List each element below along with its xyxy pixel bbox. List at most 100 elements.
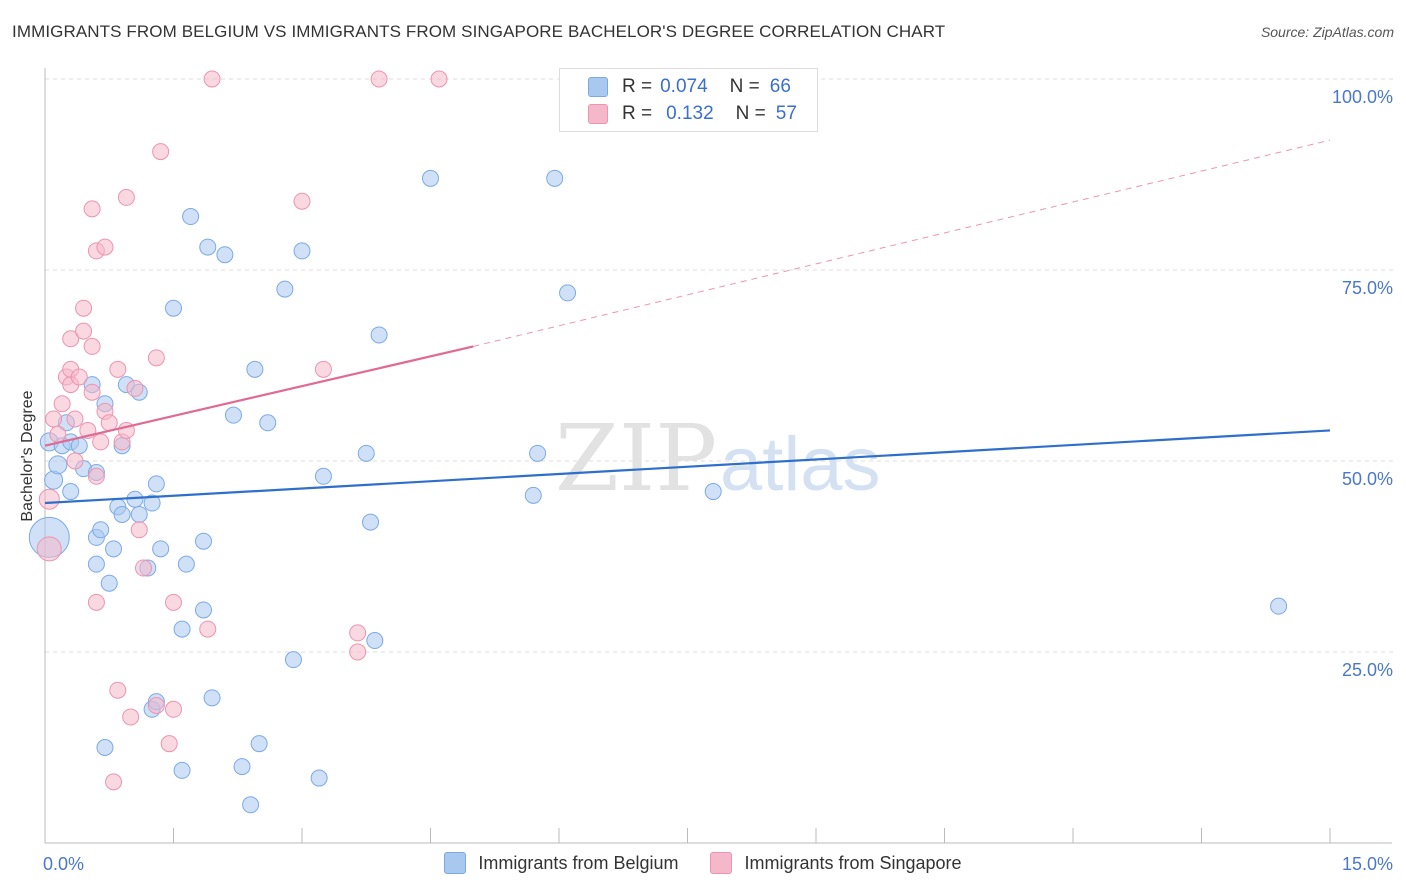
legend-item-belgium[interactable]: Immigrants from Belgium: [444, 852, 678, 874]
singapore-point: [83, 383, 101, 401]
singapore-point: [203, 70, 221, 88]
legend-label: Immigrants from Singapore: [744, 852, 962, 873]
belgium-point: [314, 467, 332, 485]
belgium-point: [546, 169, 564, 187]
belgium-point: [529, 444, 547, 462]
singapore-point: [38, 488, 60, 510]
belgium-point: [194, 601, 212, 619]
singapore-point: [370, 70, 388, 88]
belgium-point: [259, 414, 277, 432]
stats-legend: R = 0.074 N = 66 R = 0.132 N = 57: [559, 68, 818, 132]
n-value: 66: [769, 76, 791, 97]
belgium-swatch: [444, 852, 467, 874]
belgium-point: [87, 555, 105, 573]
series-legend: Immigrants from Belgium Immigrants from …: [0, 852, 1406, 874]
legend-item-singapore[interactable]: Immigrants from Singapore: [710, 852, 962, 874]
belgium-point: [559, 284, 577, 302]
belgium-point: [165, 299, 182, 317]
singapore-point: [147, 696, 165, 714]
belgium-point: [366, 632, 384, 650]
stats-row-belgium: R = 0.074 N = 66: [588, 75, 791, 99]
belgium-swatch: [588, 77, 608, 97]
trend-lines: [44, 139, 1331, 505]
singapore-point: [130, 521, 148, 539]
singapore-point: [66, 410, 84, 428]
singapore-point: [83, 200, 101, 218]
belgium-point: [524, 486, 542, 504]
belgium-point: [362, 513, 380, 531]
belgium-point: [250, 735, 268, 753]
belgium-point: [173, 620, 191, 638]
belgium-point: [177, 555, 195, 573]
belgium-point: [370, 326, 388, 344]
singapore-point: [96, 238, 114, 256]
r-value: 0.074: [660, 76, 708, 97]
singapore-point: [122, 708, 140, 726]
singapore-point: [109, 360, 127, 378]
belgium-point: [216, 246, 234, 264]
singapore-point: [92, 433, 110, 451]
singapore-point: [293, 192, 311, 210]
belgium-point: [242, 796, 260, 814]
singapore-point: [70, 368, 88, 386]
stats-row-singapore: R = 0.132 N = 57: [588, 102, 797, 126]
singapore-point: [117, 188, 135, 206]
belgium-point: [704, 483, 722, 501]
y-tick-label: 50.0%: [1342, 469, 1393, 489]
watermark-atlas: atlas: [720, 422, 881, 507]
belgium-point: [233, 758, 251, 776]
belgium-point: [143, 494, 161, 512]
singapore-point: [160, 735, 178, 753]
singapore-trend-line: [44, 345, 474, 447]
belgium-point: [152, 540, 170, 558]
r-label: R =: [622, 103, 653, 124]
singapore-swatch: [710, 852, 733, 874]
singapore-point: [165, 593, 182, 611]
source-label: Source: ZipAtlas.com: [1260, 24, 1394, 40]
belgium-point: [105, 540, 123, 558]
watermark-zip: ZIP: [555, 405, 717, 512]
singapore-point: [83, 337, 101, 355]
belgium-point: [194, 532, 212, 550]
singapore-point: [349, 643, 367, 661]
belgium-point: [224, 406, 242, 424]
legend-label: Immigrants from Belgium: [478, 852, 679, 873]
belgium-point: [48, 455, 68, 475]
x-tick-label: 15.0%: [1342, 854, 1393, 874]
y-axis-label: Bachelor's Degree: [19, 390, 36, 522]
singapore-point: [87, 467, 105, 485]
belgium-point: [357, 444, 375, 462]
belgium-point: [203, 689, 221, 707]
belgium-point: [100, 574, 118, 592]
belgium-point: [62, 483, 80, 501]
chart-title: IMMIGRANTS FROM BELGIUM VS IMMIGRANTS FR…: [12, 22, 946, 41]
belgium-point: [246, 360, 264, 378]
data-points: [28, 70, 1288, 814]
singapore-point: [199, 620, 217, 638]
singapore-point: [45, 410, 63, 428]
r-label: R =: [622, 76, 653, 97]
belgium-point: [147, 475, 165, 493]
singapore-point: [314, 360, 332, 378]
belgium-point: [92, 521, 110, 539]
belgium-point: [96, 739, 114, 756]
y-tick-labels: 25.0% 50.0% 75.0% 100.0%: [1332, 87, 1393, 680]
belgium-point: [422, 169, 439, 187]
singapore-point: [165, 700, 182, 718]
singapore-point: [87, 593, 105, 611]
n-label: N =: [735, 103, 766, 124]
singapore-point: [75, 322, 93, 340]
y-tick-label: 75.0%: [1342, 278, 1393, 298]
r-value: 0.132: [666, 103, 714, 124]
y-tick-label: 25.0%: [1342, 660, 1393, 680]
belgium-point: [130, 505, 148, 523]
belgium-point: [310, 769, 328, 787]
singapore-trend-extension: [473, 139, 1331, 347]
singapore-point: [36, 536, 62, 562]
belgium-point: [293, 242, 311, 260]
singapore-swatch: [588, 104, 608, 124]
singapore-point: [147, 349, 165, 367]
singapore-point: [75, 299, 93, 317]
singapore-point: [105, 773, 123, 791]
